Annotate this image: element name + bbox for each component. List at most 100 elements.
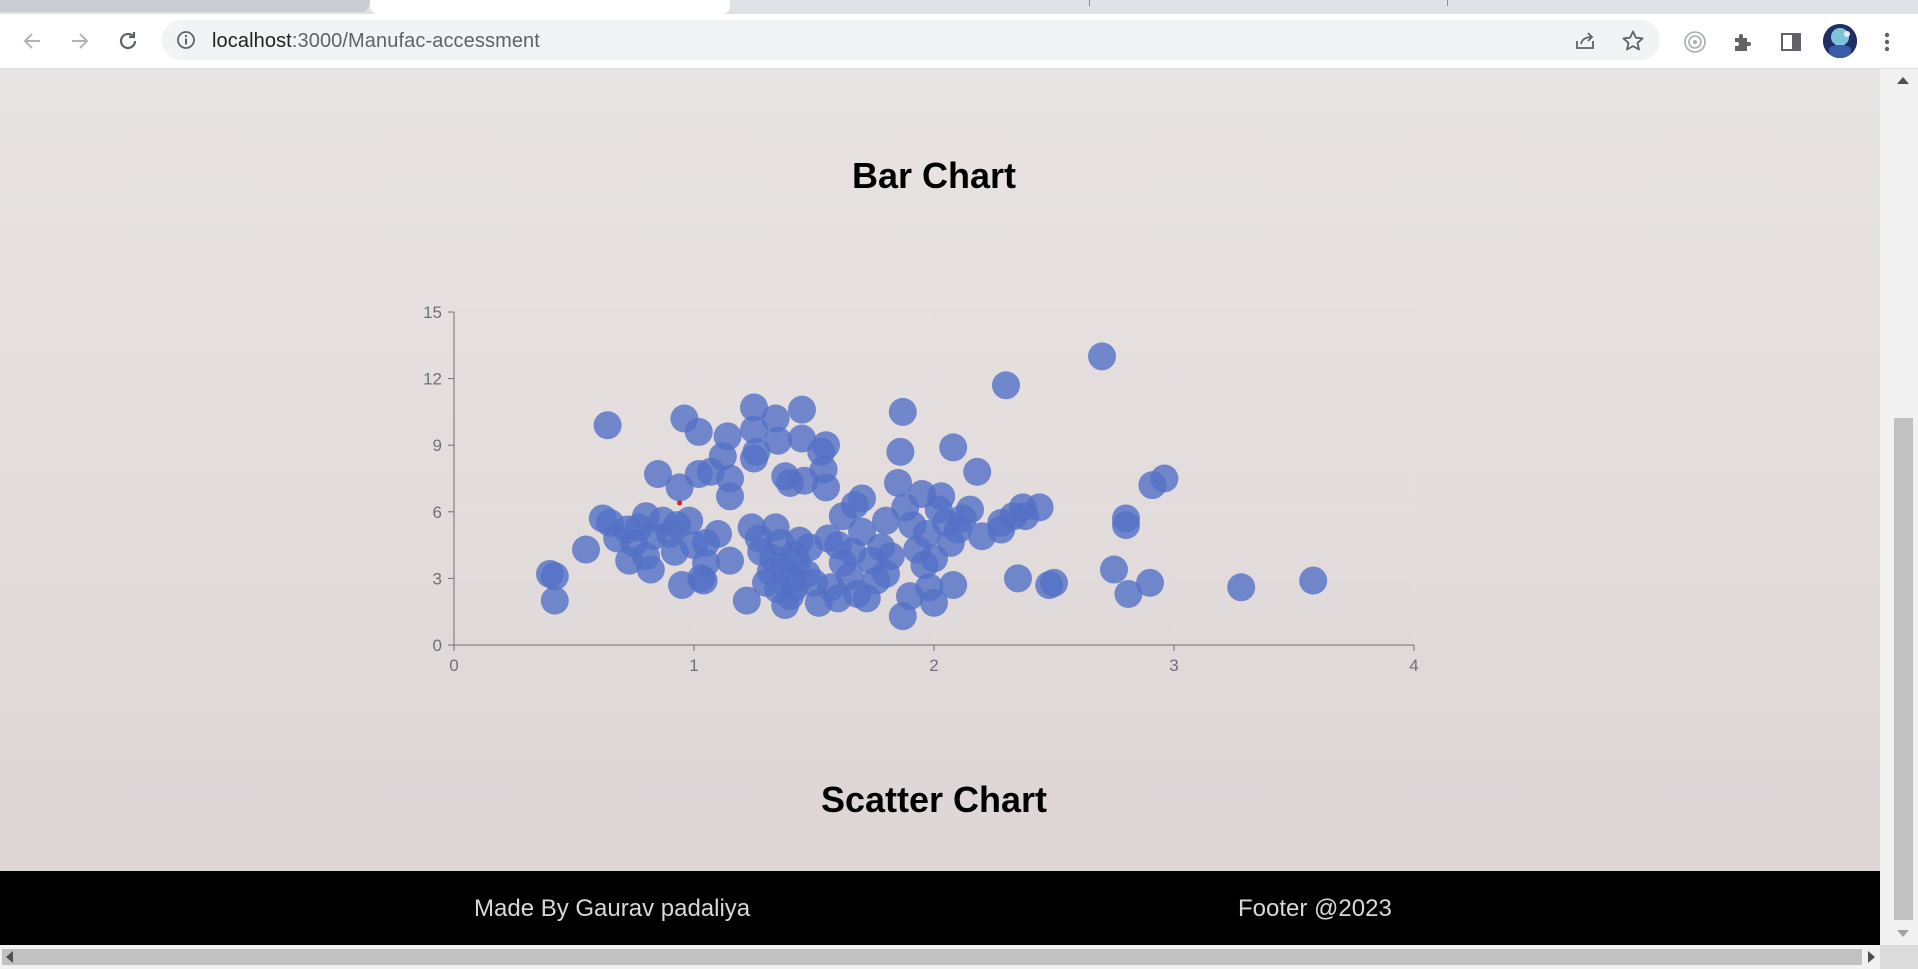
scrollbar-corner [1880,945,1918,969]
x-tick-label: 2 [929,656,938,675]
vertical-scroll-thumb[interactable] [1894,418,1913,920]
scroll-up-arrow-icon[interactable] [1897,77,1909,84]
scatter-point [684,417,713,446]
tab-active[interactable] [370,0,730,14]
scatter-point [1088,342,1116,371]
scatter-point [764,426,792,455]
y-tick-label: 0 [433,636,442,655]
x-tick-label: 1 [689,656,698,675]
highlight-marker [677,500,683,506]
y-tick-label: 9 [433,436,442,455]
back-button[interactable] [15,24,49,58]
scatter-point [593,411,622,440]
scatter-point [939,571,968,600]
url-host: localhost [212,30,292,52]
footer-copyright: Footer @2023 [1238,895,1392,922]
scatter-point [956,495,984,524]
scatter-point [644,460,672,489]
share-button[interactable] [1572,28,1598,54]
scroll-down-arrow-icon[interactable] [1897,930,1909,937]
scatter-point [1112,511,1140,540]
footer-credit: Made By Gaurav padaliya [474,895,751,922]
forward-button[interactable] [63,24,97,58]
extension-button[interactable] [1681,28,1709,56]
scatter-point [716,482,744,511]
back-arrow-icon [23,33,40,49]
scatter-point [920,588,948,617]
reload-button[interactable] [111,24,145,58]
extensions-menu-button[interactable] [1729,28,1757,56]
tab-inactive-right[interactable] [730,0,1918,12]
vertical-scrollbar[interactable] [1880,69,1918,945]
url-path: :3000/Manufac-accessment [291,30,540,52]
star-icon [1622,30,1644,51]
scatter-point [742,437,771,466]
scatter-point [1025,493,1054,522]
scatter-point [1136,568,1164,597]
scatter-point [876,542,905,571]
scatter-point [692,548,720,577]
scatter-point [812,431,840,460]
scatter-point [740,415,768,444]
tab-separator [1447,0,1448,6]
horizontal-scroll-thumb[interactable] [2,949,1862,965]
scatter-point [1100,555,1128,584]
address-bar[interactable]: localhost:3000/Manufac-accessment [162,20,1660,60]
site-info-button[interactable] [176,30,196,54]
scatter-chart-heading: Scatter Chart [820,779,1048,820]
y-tick-label: 12 [423,370,442,389]
scatter-point [886,437,915,466]
scatter-point [1150,464,1179,493]
side-panel-icon [1781,33,1801,51]
scroll-right-arrow-icon[interactable] [1868,951,1875,963]
page-footer: Made By Gaurav padaliya Footer @2023 [0,871,1880,945]
x-tick-label: 3 [1169,656,1178,675]
scatter-point [540,562,569,591]
scroll-left-arrow-icon[interactable] [6,951,13,963]
share-icon [1576,32,1594,49]
x-tick-label: 0 [449,656,458,675]
browser-menu-button[interactable] [1873,28,1901,56]
scatter-point [636,555,665,584]
scatter-point [740,393,768,422]
extension-target-icon [1684,31,1706,53]
info-icon [177,31,195,49]
bookmark-button[interactable] [1620,28,1646,54]
scatter-point [848,484,876,513]
scatter-point [1004,564,1032,593]
scatter-point [1299,566,1328,595]
tab-inactive-left[interactable] [0,0,370,12]
scatter-point [540,586,569,615]
scatter-point [927,482,956,511]
avatar-image [1823,24,1857,58]
reload-icon [119,32,137,50]
scatter-point [713,422,742,451]
url-text[interactable]: localhost:3000/Manufac-accessment [212,30,540,53]
y-tick-label: 3 [433,569,442,588]
browser-toolbar: localhost:3000/Manufac-accessment [0,14,1918,69]
bar-chart-heading: Bar Chart [851,155,1017,196]
scatter-point [848,517,876,546]
scatter-point [1114,579,1143,608]
side-panel-button[interactable] [1777,28,1805,56]
scatter-point [572,535,600,564]
scatter-point [812,473,840,502]
horizontal-scrollbar[interactable] [0,945,1880,969]
scatter-point [788,395,816,424]
forward-arrow-icon [72,33,89,49]
kebab-menu-icon [1884,32,1890,52]
scatter-point [884,468,912,497]
scatter-point [1227,573,1256,602]
page-content: Bar Chart 0 1 2 3 4 0 3 6 9 12 15 Scatter Chart [0,69,1880,871]
y-tick-label: 6 [433,503,442,522]
scatter-point [704,520,732,548]
y-tick-label: 15 [423,303,442,322]
tab-separator [1089,0,1090,6]
scatter-point [1040,568,1068,597]
profile-avatar[interactable] [1823,24,1857,58]
tab-strip [0,0,1918,14]
scatter-point [732,586,761,615]
scatter-point [939,433,968,462]
